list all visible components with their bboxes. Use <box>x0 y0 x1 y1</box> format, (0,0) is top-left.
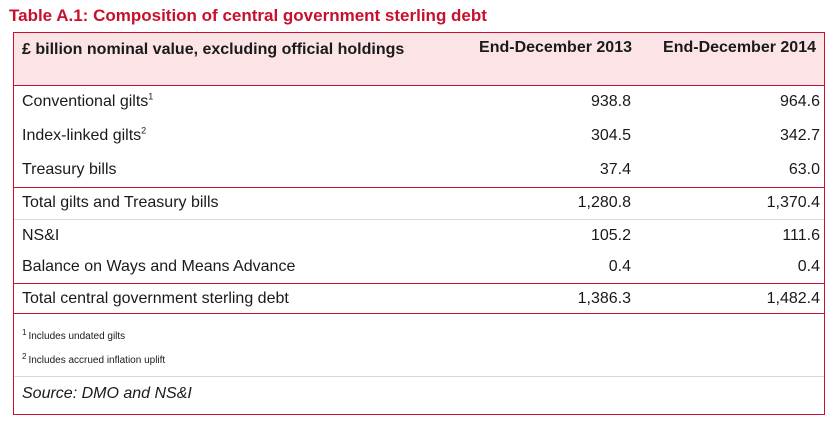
source-note: Source: DMO and NS&I <box>22 385 192 402</box>
header-rule <box>14 85 824 86</box>
table-row: NS&I 105.2 111.6 <box>14 221 824 252</box>
table-title: Table A.1: Composition of central govern… <box>9 6 487 25</box>
table-row: Index-linked gilts2 304.5 342.7 <box>14 121 824 152</box>
row-label: Balance on Ways and Means Advance <box>22 258 296 275</box>
debt-table: £ billion nominal value, excluding offic… <box>13 32 825 415</box>
value-2013: 37.4 <box>599 161 631 178</box>
row-label: Treasury bills <box>22 161 117 178</box>
notes-rule <box>14 313 824 314</box>
header-col-2013: End-December 2013 <box>479 39 632 56</box>
footnote-text: Includes accrued inflation uplift <box>28 355 166 366</box>
value-2013: 105.2 <box>590 227 631 244</box>
row-label: Conventional gilts1 <box>22 91 154 110</box>
footnote-2: 2 Includes accrued inflation uplift <box>22 351 166 366</box>
footnote-1: 1 Includes undated gilts <box>22 327 126 342</box>
source-divider <box>14 376 824 377</box>
row-label: Total gilts and Treasury bills <box>22 194 219 211</box>
value-2013: 304.5 <box>590 127 631 144</box>
table-row: Conventional gilts1 938.8 964.6 <box>14 87 824 118</box>
value-2014: 1,482.4 <box>766 290 820 307</box>
footnote-marker: 1 <box>148 91 154 102</box>
value-2014: 0.4 <box>797 258 820 275</box>
value-2014: 1,370.4 <box>766 194 820 211</box>
table-row-total: Total gilts and Treasury bills 1,280.8 1… <box>14 188 824 219</box>
table-header: £ billion nominal value, excluding offic… <box>14 33 824 85</box>
value-2013: 1,386.3 <box>577 290 631 307</box>
header-units-label: £ billion nominal value, excluding offic… <box>22 41 405 58</box>
value-2014: 342.7 <box>779 127 820 144</box>
footnote-number: 1 <box>22 327 27 337</box>
header-col-2014: End-December 2014 <box>663 39 816 56</box>
value-2014: 964.6 <box>779 93 820 110</box>
row-label: Index-linked gilts2 <box>22 125 147 144</box>
footnote-marker: 2 <box>141 125 147 136</box>
value-2014: 63.0 <box>788 161 820 178</box>
value-2013: 1,280.8 <box>577 194 631 211</box>
footnote-number: 2 <box>22 351 27 361</box>
total-rule <box>14 283 824 284</box>
row-label: NS&I <box>22 227 60 244</box>
table-row: Treasury bills 37.4 63.0 <box>14 155 824 186</box>
value-2013: 938.8 <box>590 93 631 110</box>
subtotal-rule <box>14 187 824 188</box>
footnote-text: Includes undated gilts <box>28 331 126 342</box>
table-row-total: Total central government sterling debt 1… <box>14 284 824 315</box>
table-row: Balance on Ways and Means Advance 0.4 0.… <box>14 252 824 283</box>
row-label: Total central government sterling debt <box>22 290 289 307</box>
row-divider <box>14 219 824 220</box>
value-2014: 111.6 <box>782 227 820 244</box>
value-2013: 0.4 <box>608 258 631 275</box>
